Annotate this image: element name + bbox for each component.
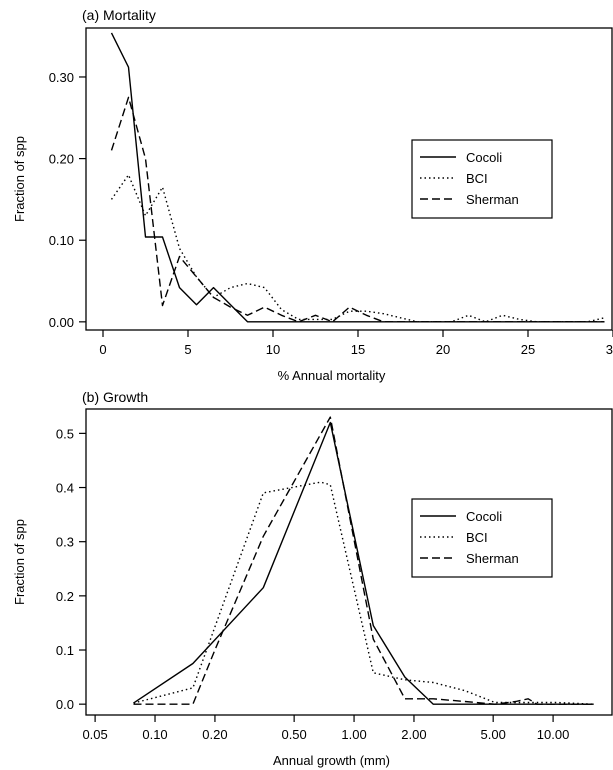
chart-title: (a) Mortality	[82, 7, 156, 23]
y-tick-label: 0.20	[49, 152, 74, 167]
series-line-bci	[133, 481, 594, 705]
chart-title: (b) Growth	[82, 389, 148, 405]
legend: Cocoli BCI Sherman	[411, 139, 553, 219]
x-tick-label: 15	[351, 342, 365, 357]
series-line-cocoli	[133, 421, 594, 705]
y-axis-label: Fraction of spp	[12, 519, 27, 605]
x-tick-label: 10	[266, 342, 280, 357]
legend: Cocoli BCI Sherman	[411, 498, 553, 578]
x-axis-label: % Annual mortality	[278, 368, 386, 383]
y-tick-label: 0.30	[49, 70, 74, 85]
legend-label-bci: BCI	[466, 171, 488, 186]
legend-label-cocoli: Cocoli	[466, 150, 502, 165]
y-tick-label: 0.00	[49, 315, 74, 330]
x-tick-label: 0.05	[82, 727, 107, 742]
x-tick-label: 2.00	[401, 727, 426, 742]
x-tick-label: 5	[184, 342, 191, 357]
legend-label-cocoli: Cocoli	[466, 509, 502, 524]
legend-label-sherman: Sherman	[466, 192, 519, 207]
y-axis-label: Fraction of spp	[12, 136, 27, 222]
x-tick-label: 30	[606, 342, 613, 357]
legend-box	[411, 139, 553, 219]
mortality-panel: (a) Mortality 0 5 10 15 20 25 30 0.00 0.10 0.20 0.3…	[12, 7, 613, 383]
x-tick-label: 1.00	[341, 727, 366, 742]
x-tick-label: 20	[436, 342, 450, 357]
x-tick-label: 25	[521, 342, 535, 357]
x-axis-label: Annual growth (mm)	[273, 753, 390, 768]
x-tick-label: 0.20	[202, 727, 227, 742]
legend-label-sherman: Sherman	[466, 551, 519, 566]
y-tick-label: 0.2	[56, 589, 74, 604]
series-line-sherman	[133, 416, 594, 705]
y-tick-label: 0.3	[56, 535, 74, 550]
legend-box	[411, 498, 553, 578]
growth-panel: (b) Growth 0.05 0.10 0.20 0.50 1.00 2.00 5.00 10…	[12, 389, 613, 768]
series-line-cocoli	[110, 32, 605, 323]
y-tick-label: 0.0	[56, 697, 74, 712]
x-tick-label: 0.10	[142, 727, 167, 742]
y-tick-label: 0.1	[56, 643, 74, 658]
legend-label-bci: BCI	[466, 530, 488, 545]
x-tick-label: 0.50	[281, 727, 306, 742]
plot-frame	[85, 27, 613, 331]
x-tick-label: 5.00	[481, 727, 506, 742]
x-tick-label: 10.00	[537, 727, 570, 742]
series-line-sherman	[110, 96, 605, 323]
y-tick-label: 0.5	[56, 426, 74, 441]
y-tick-label: 0.10	[49, 233, 74, 248]
x-tick-label: 0	[99, 342, 106, 357]
plot-frame	[85, 408, 613, 716]
y-tick-label: 0.4	[56, 481, 74, 496]
